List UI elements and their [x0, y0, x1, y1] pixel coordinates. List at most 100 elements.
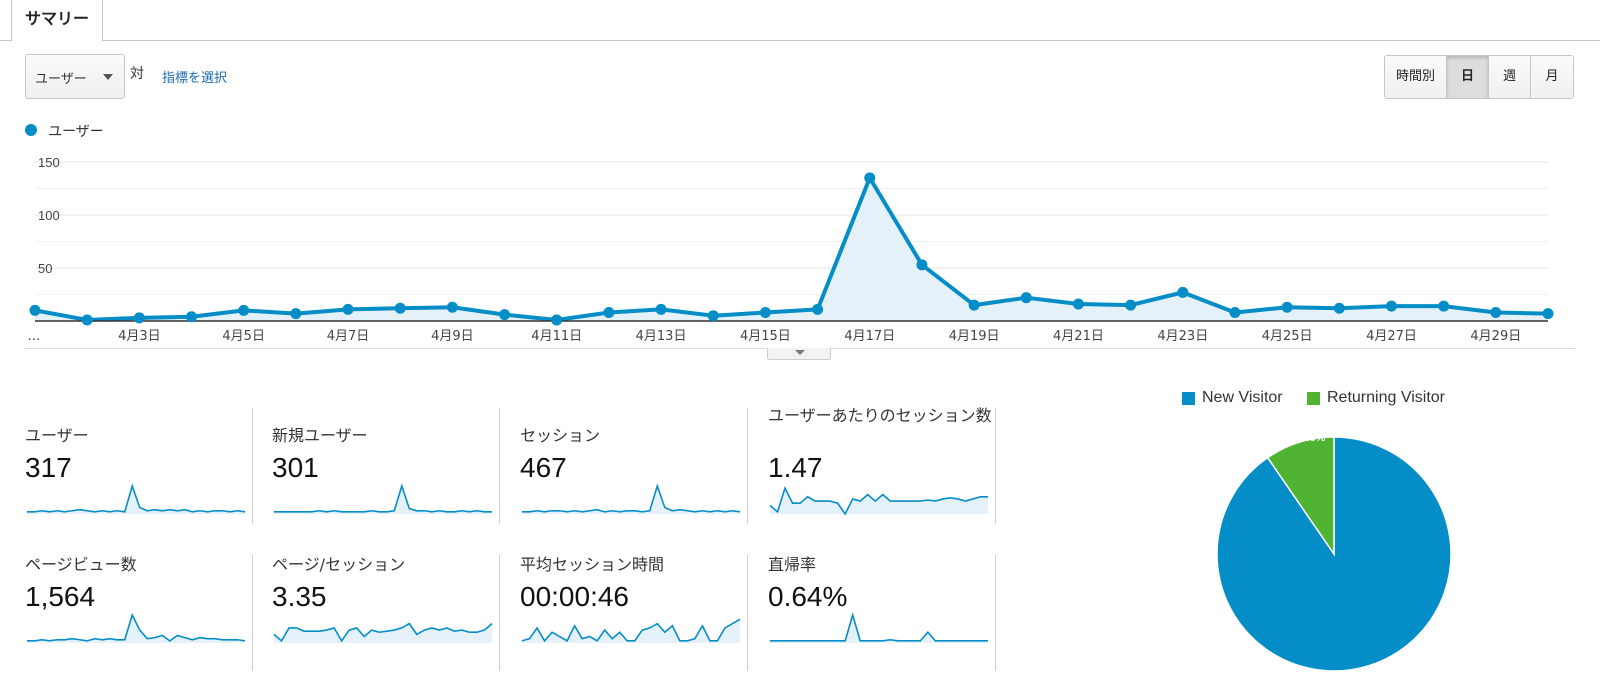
- chevron-down-icon: [795, 350, 805, 355]
- data-point: [916, 259, 928, 271]
- pie-legend-label-returning: Returning Visitor: [1327, 389, 1445, 406]
- y-tick-label: 100: [38, 208, 60, 223]
- data-point: [864, 172, 876, 184]
- sparkline-line: [27, 483, 246, 513]
- scorecard-value: 0.64%: [768, 581, 848, 612]
- x-tick-label: 4月7日: [327, 329, 370, 344]
- scorecard-new-users[interactable]: 新規ユーザー 301: [272, 408, 500, 524]
- x-tick-label: 4月15日: [740, 329, 791, 344]
- scorecard-value: 00:00:46: [520, 581, 629, 612]
- sparkline-area: [27, 615, 245, 643]
- scorecard-value: 317: [25, 452, 72, 483]
- data-point: [1072, 298, 1084, 310]
- series-area: [35, 177, 1548, 321]
- scorecard-sparkline: [273, 622, 493, 643]
- scorecard-value: 3.35: [272, 581, 327, 612]
- sparkline-line: [273, 622, 493, 643]
- collapse-chart-toggle[interactable]: [767, 348, 831, 360]
- chevron-down-icon: [103, 74, 113, 80]
- sparkline-area: [522, 486, 740, 514]
- x-tick-label: 4月23日: [1157, 329, 1208, 344]
- scorecard-sparkline: [522, 483, 741, 514]
- x-tick-label: 4月9日: [431, 329, 474, 344]
- tab-strip: サマリー: [0, 0, 1600, 42]
- period-week-button[interactable]: 週: [1489, 56, 1531, 98]
- scorecard-pages-per-session[interactable]: ページ/セッション 3.35: [272, 555, 500, 671]
- scorecard-value: 301: [272, 452, 319, 483]
- scorecard-sessions-per-user[interactable]: ユーザーあたりのセッション数 1.47: [768, 406, 996, 524]
- visitor-type-pie-chart: 90.4%9.6%: [1216, 432, 1452, 672]
- data-point: [707, 310, 719, 322]
- scorecard-avg-session-duration[interactable]: 平均セッション時間 00:00:46: [520, 555, 748, 671]
- pie-legend-swatch-new: [1182, 392, 1195, 405]
- scorecard-name: ユーザーあたりのセッション数: [768, 406, 992, 425]
- scorecard-sparkline: [769, 486, 988, 516]
- period-month-button[interactable]: 月: [1531, 56, 1573, 98]
- pie-legend-label-new: New Visitor: [1202, 389, 1283, 406]
- tab-summary[interactable]: サマリー: [11, 0, 103, 42]
- data-point: [342, 303, 354, 315]
- legend-swatch-users: [25, 124, 37, 136]
- scorecard-sessions[interactable]: セッション 467: [520, 408, 748, 524]
- versus-label: 対: [130, 66, 144, 82]
- legend-label-users: ユーザー: [48, 124, 104, 140]
- sparkline-area: [274, 623, 492, 643]
- x-tick-label: 4月17日: [844, 329, 895, 344]
- x-tick-label: 4月25日: [1262, 329, 1313, 344]
- scorecard-users[interactable]: ユーザー 317: [25, 408, 253, 524]
- data-point: [603, 307, 615, 319]
- sparkline-area: [770, 615, 988, 643]
- data-point: [1542, 308, 1554, 320]
- data-point: [551, 314, 563, 326]
- sparkline-line: [769, 486, 988, 516]
- data-point: [81, 314, 93, 326]
- metric-dropdown[interactable]: ユーザー: [25, 54, 125, 99]
- data-point: [812, 303, 824, 315]
- sparkline-line: [27, 612, 246, 642]
- users-line-chart: 50 100 150 … 4月3日 4月5日 4月7日 4月9日 4月11日 4月13日 4月15日…: [28, 155, 1554, 344]
- period-hourly-button[interactable]: 時間別: [1385, 56, 1447, 98]
- data-point: [1125, 299, 1137, 311]
- scorecard-name: 直帰率: [768, 555, 817, 574]
- period-day-button[interactable]: 日: [1447, 56, 1489, 98]
- sparkline-area: [27, 486, 245, 514]
- scorecard-name: 新規ユーザー: [272, 426, 368, 445]
- scorecard-name: 平均セッション時間: [520, 555, 665, 574]
- scorecard-pageviews[interactable]: ページビュー数 1,564: [25, 555, 253, 671]
- data-point: [238, 304, 250, 316]
- scorecard-sparkline: [770, 612, 988, 643]
- scorecard-value: 1,564: [25, 581, 96, 612]
- x-tick-label: 4月19日: [949, 329, 1000, 344]
- data-point: [1020, 292, 1032, 304]
- data-point: [446, 301, 458, 313]
- sparkline-area: [274, 486, 492, 514]
- data-point: [133, 312, 145, 324]
- sparkline-area: [522, 619, 740, 643]
- scorecard-sparkline: [27, 483, 246, 514]
- scorecard-bounce-rate[interactable]: 直帰率 0.64%: [768, 555, 996, 671]
- data-point: [186, 311, 198, 323]
- scorecard-name: ページ/セッション: [272, 555, 406, 574]
- data-point: [1385, 300, 1397, 312]
- data-point: [1281, 301, 1293, 313]
- sparkline-line: [522, 483, 741, 513]
- period-selector: 時間別 日 週 月: [1384, 55, 1574, 99]
- pie-slice-label: 9.6%: [1300, 432, 1325, 444]
- x-tick-label: 4月3日: [118, 329, 161, 344]
- sparkline-line: [521, 618, 741, 643]
- data-point: [1333, 302, 1345, 314]
- data-point: [394, 302, 406, 314]
- data-point: [29, 304, 41, 316]
- x-tick-label: 4月29日: [1470, 329, 1521, 344]
- sparkline-line: [770, 612, 988, 642]
- data-point: [759, 307, 771, 319]
- scorecard-name: ユーザー: [25, 426, 89, 445]
- x-tick-label: …: [28, 329, 41, 344]
- x-tick-label: 4月11日: [531, 329, 582, 344]
- select-metric-link[interactable]: 指標を選択: [162, 71, 228, 86]
- x-tick-label: 4月5日: [222, 329, 265, 344]
- sparkline-line: [274, 483, 492, 513]
- pie-slice: [1266, 436, 1335, 557]
- data-point: [1490, 307, 1502, 319]
